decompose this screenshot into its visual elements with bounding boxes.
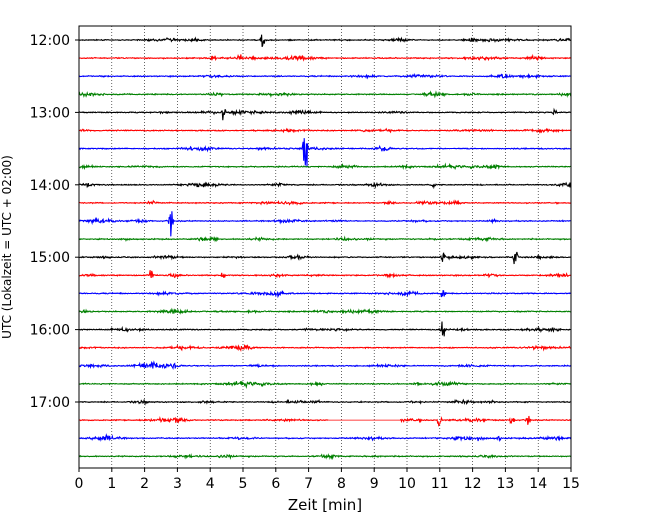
trace-line [78, 211, 572, 237]
trace-line [79, 53, 571, 62]
plot-frame [78, 25, 572, 469]
y-tick-label: 16:00 [30, 323, 70, 339]
trace-line [78, 90, 572, 99]
x-tick-label: 9 [370, 476, 379, 492]
trace-line [78, 453, 572, 461]
trace-line [78, 360, 572, 371]
x-tick-label: 4 [206, 476, 215, 492]
x-axis-label: Zeit [min] [288, 496, 362, 514]
trace-group [78, 34, 572, 461]
trace-line [78, 344, 572, 353]
trace-line [78, 415, 572, 427]
trace-line [78, 290, 572, 299]
x-tick-label: 12 [464, 476, 482, 492]
trace-line [79, 127, 572, 134]
trace-line [78, 307, 572, 315]
y-tick-label: 12:00 [30, 33, 70, 49]
x-tick-label: 10 [398, 476, 416, 492]
trace-line [78, 107, 572, 121]
trace-line [78, 162, 572, 171]
trace-line [79, 251, 572, 265]
y-tick-label: 15:00 [30, 250, 70, 266]
x-tick-label: 3 [173, 476, 182, 492]
trace-line [78, 433, 572, 443]
plot-background [79, 26, 571, 468]
x-tick-label: 11 [431, 476, 449, 492]
trace-line [78, 380, 572, 390]
trace-line [78, 398, 572, 406]
x-tick-label: 5 [239, 476, 248, 492]
trace-line [78, 270, 572, 279]
trace-line [78, 34, 572, 48]
y-axis-label: UTC (Lokalzeit = UTC + 02:00) [0, 155, 14, 339]
x-tick-label: 7 [304, 476, 313, 492]
y-axis: 12:00 13:00 14:00 15:00 16:00 17:00 [30, 33, 79, 411]
y-tick-label: 13:00 [30, 105, 70, 121]
x-tick-label: 6 [271, 476, 280, 492]
x-tick-label: 0 [75, 476, 84, 492]
x-tick-label: 13 [496, 476, 514, 492]
trace-line [78, 321, 571, 337]
trace-line [78, 138, 572, 167]
x-tick-label: 8 [337, 476, 346, 492]
x-tick-label: 15 [562, 476, 580, 492]
y-tick-label: 14:00 [30, 178, 70, 194]
trace-line [78, 72, 571, 80]
trace-line [78, 199, 572, 206]
x-tick-label: 1 [107, 476, 116, 492]
trace-line [78, 181, 572, 190]
y-tick-label: 17:00 [30, 395, 70, 411]
x-axis: 0 1 2 3 4 5 6 7 8 9 10 11 12 13 14 15 [75, 468, 580, 492]
trace-line [78, 235, 572, 243]
x-tick-label: 14 [529, 476, 547, 492]
x-tick-label: 2 [140, 476, 149, 492]
